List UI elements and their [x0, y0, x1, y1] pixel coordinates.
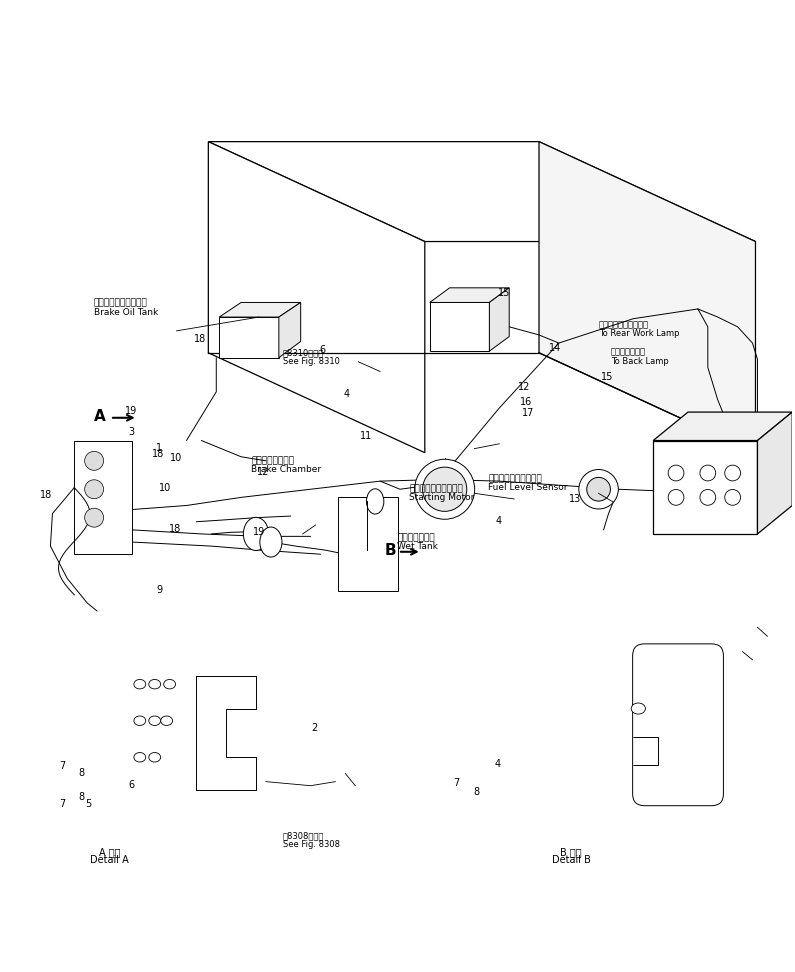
Ellipse shape: [164, 679, 176, 689]
Circle shape: [587, 477, 611, 502]
Text: 3: 3: [129, 427, 134, 436]
Text: ブレーキチャンバ: ブレーキチャンバ: [251, 456, 294, 465]
Text: 19: 19: [254, 527, 266, 537]
FancyBboxPatch shape: [633, 643, 723, 806]
Text: 12: 12: [518, 382, 530, 393]
Text: A 詳細: A 詳細: [99, 847, 120, 856]
Text: 1: 1: [156, 443, 162, 453]
Text: Detail B: Detail B: [552, 855, 591, 865]
Circle shape: [423, 468, 467, 511]
Text: Fuel Level Sensor: Fuel Level Sensor: [488, 483, 568, 492]
Text: Brake Chamber: Brake Chamber: [251, 465, 322, 473]
Text: フェエルレベルセンサ: フェエルレベルセンサ: [488, 474, 542, 483]
Polygon shape: [653, 412, 793, 440]
Text: 18: 18: [194, 334, 206, 344]
Text: 9: 9: [156, 585, 162, 595]
Text: 10: 10: [158, 482, 171, 493]
Text: 18: 18: [169, 525, 181, 535]
Ellipse shape: [149, 752, 161, 762]
Polygon shape: [430, 288, 510, 302]
Text: バックランプへ: バックランプへ: [611, 348, 646, 357]
Text: 11: 11: [360, 432, 372, 441]
Text: 5: 5: [85, 799, 91, 809]
Text: 8: 8: [79, 792, 85, 802]
Text: 18: 18: [40, 491, 52, 501]
Text: Brake Oil Tank: Brake Oil Tank: [94, 307, 158, 317]
Text: 2: 2: [312, 723, 318, 733]
Polygon shape: [490, 288, 510, 351]
Text: 17: 17: [522, 408, 534, 418]
Polygon shape: [208, 142, 425, 453]
Polygon shape: [219, 317, 279, 358]
Ellipse shape: [366, 489, 384, 514]
Text: A: A: [95, 408, 106, 424]
Text: リヤーワークランプへ: リヤーワークランプへ: [599, 320, 649, 330]
Text: 6: 6: [320, 345, 326, 355]
Polygon shape: [279, 302, 301, 358]
Text: B: B: [384, 542, 396, 558]
Text: 第8310参照図: 第8310参照図: [283, 349, 324, 358]
Text: ブレーキオイルタンク: ブレーキオイルタンク: [94, 298, 147, 307]
Text: Detail A: Detail A: [90, 855, 129, 865]
Polygon shape: [430, 302, 490, 351]
Text: 16: 16: [520, 398, 533, 407]
Text: 13: 13: [569, 495, 581, 504]
Ellipse shape: [134, 716, 145, 725]
Ellipse shape: [631, 703, 646, 714]
Text: To Back Lamp: To Back Lamp: [611, 357, 669, 365]
Text: B 詳細: B 詳細: [560, 847, 582, 856]
Text: 15: 15: [600, 372, 613, 382]
Polygon shape: [208, 142, 755, 241]
Text: 4: 4: [495, 516, 502, 526]
Polygon shape: [758, 412, 793, 534]
Circle shape: [415, 459, 475, 519]
Text: 8: 8: [473, 786, 479, 796]
Text: 14: 14: [549, 343, 561, 353]
Circle shape: [84, 508, 103, 527]
Text: 7: 7: [59, 799, 65, 809]
Ellipse shape: [149, 716, 161, 725]
Circle shape: [84, 480, 103, 499]
Text: ウェットタンク: ウェットタンク: [398, 534, 435, 542]
Text: 4: 4: [343, 389, 349, 399]
Text: スターティングモータ: スターティングモータ: [409, 484, 463, 494]
Polygon shape: [539, 142, 755, 453]
Text: 7: 7: [454, 778, 460, 788]
Text: 10: 10: [170, 453, 183, 464]
Text: See Fig. 8308: See Fig. 8308: [283, 841, 340, 850]
Text: 6: 6: [129, 781, 134, 790]
Ellipse shape: [149, 679, 161, 689]
Ellipse shape: [161, 716, 173, 725]
Ellipse shape: [260, 527, 282, 557]
Text: 18: 18: [152, 449, 165, 460]
Text: 12: 12: [257, 467, 270, 477]
Ellipse shape: [134, 679, 145, 689]
Text: Starting Motor: Starting Motor: [409, 493, 475, 503]
Ellipse shape: [134, 752, 145, 762]
Text: 7: 7: [59, 761, 65, 771]
Ellipse shape: [243, 517, 269, 550]
Circle shape: [579, 469, 619, 509]
Text: 15: 15: [498, 288, 510, 297]
Polygon shape: [339, 498, 398, 591]
Text: 19: 19: [125, 406, 137, 416]
Text: 4: 4: [494, 759, 501, 769]
Text: To Rear Work Lamp: To Rear Work Lamp: [599, 329, 679, 338]
Circle shape: [84, 451, 103, 470]
Text: 第8308参照図: 第8308参照図: [283, 832, 324, 841]
Polygon shape: [653, 440, 758, 534]
Polygon shape: [74, 440, 132, 554]
Text: Wet Tank: Wet Tank: [398, 542, 438, 551]
Polygon shape: [219, 302, 301, 317]
Text: See Fig. 8310: See Fig. 8310: [283, 358, 340, 366]
Text: 8: 8: [79, 768, 85, 778]
